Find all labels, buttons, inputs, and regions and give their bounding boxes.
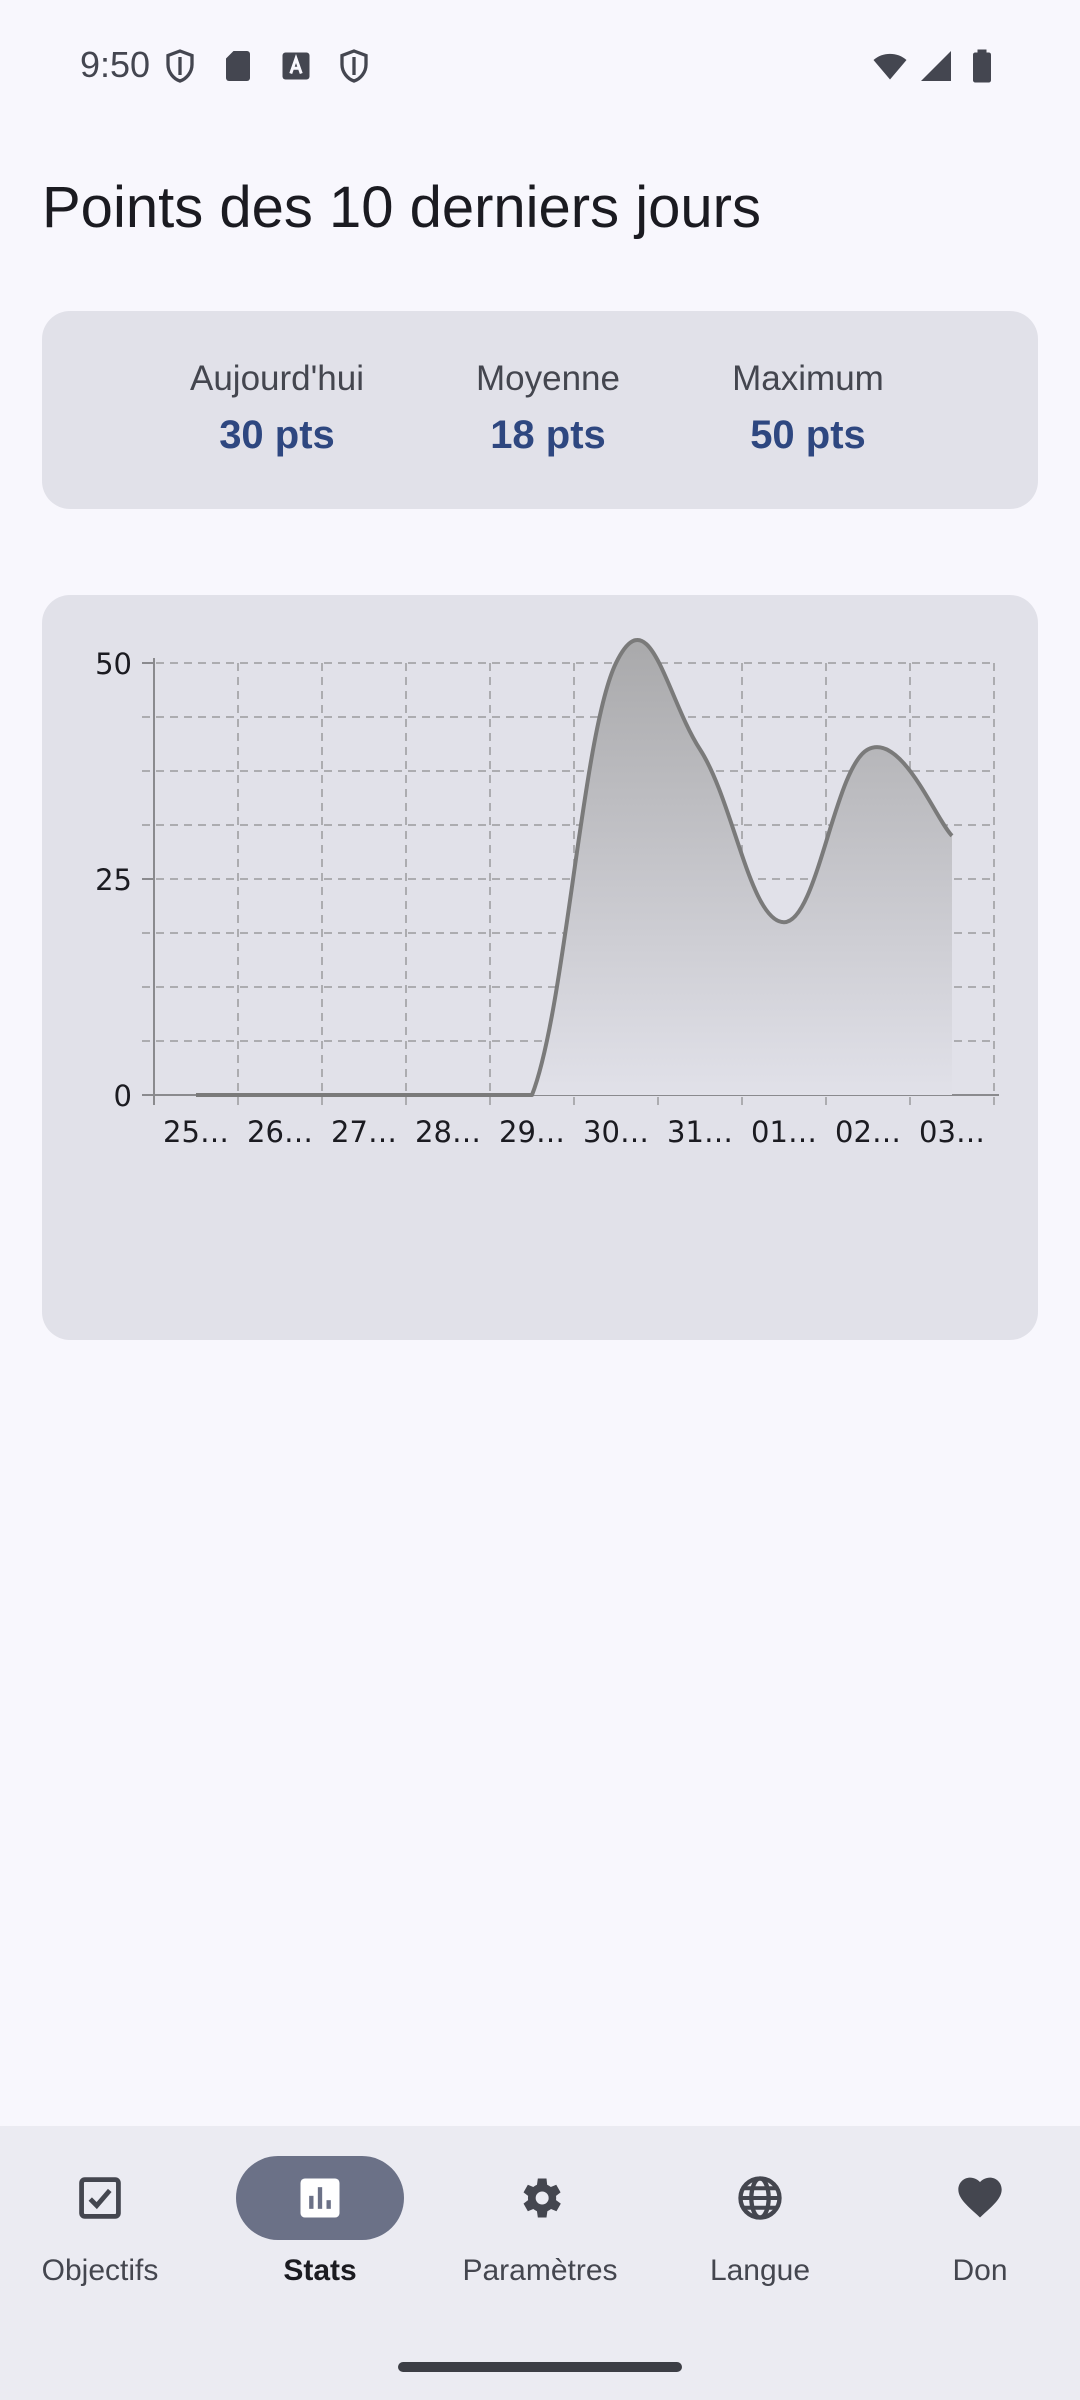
summary-card: Aujourd'hui 30 pts Moyenne 18 pts Maximu…: [42, 311, 1038, 509]
chart-area-layer: [195, 638, 954, 1097]
x-tick-label: 01…: [751, 1115, 817, 1149]
gesture-bar: [398, 2362, 682, 2372]
x-tick-label: 28…: [415, 1115, 481, 1149]
x-tick-label: 30…: [583, 1115, 649, 1149]
globe-icon: [738, 2176, 782, 2220]
series-line: [195, 638, 954, 1097]
nav-pill-don[interactable]: [896, 2156, 1064, 2240]
bottom-navigation: Objectifs Stats Paramètres Langue Don: [0, 2126, 1080, 2400]
sd-card-icon: [226, 51, 250, 81]
bar-chart-icon: [300, 2178, 340, 2218]
nav-pill-langue[interactable]: [676, 2156, 844, 2240]
stat-max-label: Maximum: [732, 359, 884, 398]
x-tick-label: 31…: [667, 1115, 733, 1149]
chart-labels: 0 25 50 25… 26… 27… 28… 29… 30… 31… 01… 02… 03…: [95, 647, 985, 1149]
x-tick-label: 29…: [499, 1115, 565, 1149]
nav-pill-stats[interactable]: [236, 2156, 404, 2240]
stat-max: Maximum 50 pts: [708, 359, 908, 458]
points-chart: 0 25 50 25… 26… 27… 28… 29… 30… 31… 01… 02… 03…: [95, 638, 999, 1149]
shield-icon: [340, 49, 368, 83]
y-tick-label: 50: [95, 647, 132, 681]
stat-average-value: 18 pts: [490, 413, 606, 457]
chart-card: 0 25 50 25… 26… 27… 28… 29… 30… 31… 01… 02… 03…: [42, 595, 1038, 1340]
nav-label-parametres: Paramètres: [462, 2254, 618, 2287]
nav-pill-parametres[interactable]: [456, 2156, 624, 2240]
nav-item-parametres[interactable]: Paramètres: [440, 2156, 640, 2316]
x-tick-label: 03…: [919, 1115, 985, 1149]
stat-average-label: Moyenne: [476, 359, 620, 398]
stat-today-value: 30 pts: [219, 413, 335, 457]
stat-max-value: 50 pts: [750, 413, 866, 457]
y-tick-label: 0: [114, 1079, 132, 1113]
page-title: Points des 10 derniers jours: [42, 175, 761, 240]
nav-label-objectifs: Objectifs: [41, 2254, 159, 2287]
nav-label-langue: Langue: [709, 2254, 811, 2287]
x-tick-label: 26…: [247, 1115, 313, 1149]
stat-today-label: Aujourd'hui: [189, 359, 365, 398]
stat-average: Moyenne 18 pts: [448, 359, 648, 458]
nav-pill-objectifs[interactable]: [16, 2156, 184, 2240]
battery-icon: [973, 49, 991, 83]
nav-item-stats[interactable]: Stats: [220, 2156, 420, 2316]
x-tick-label: 25…: [163, 1115, 229, 1149]
x-tick-label: 02…: [835, 1115, 901, 1149]
signal-icon: [921, 51, 951, 81]
gear-icon: [523, 2178, 561, 2218]
checkbox-icon: [79, 2177, 121, 2219]
nav-label-don: Don: [952, 2254, 1008, 2287]
heart-icon: [958, 2177, 1002, 2218]
status-bar: 9:50: [0, 0, 1080, 130]
nav-item-objectifs[interactable]: Objectifs: [0, 2156, 200, 2316]
stat-today: Aujourd'hui 30 pts: [177, 359, 377, 458]
x-tick-label: 27…: [331, 1115, 397, 1149]
y-tick-label: 25: [95, 863, 132, 897]
nav-label-stats: Stats: [283, 2254, 357, 2287]
nav-item-don[interactable]: Don: [880, 2156, 1080, 2316]
wifi-icon: [873, 53, 907, 80]
status-right-icons: [872, 48, 1000, 84]
nav-item-langue[interactable]: Langue: [660, 2156, 860, 2316]
status-time: 9:50: [80, 44, 151, 85]
status-left-icons: [162, 48, 372, 84]
font-a-icon: [282, 52, 310, 80]
shield-icon: [166, 49, 194, 83]
series-area: [196, 639, 952, 1095]
